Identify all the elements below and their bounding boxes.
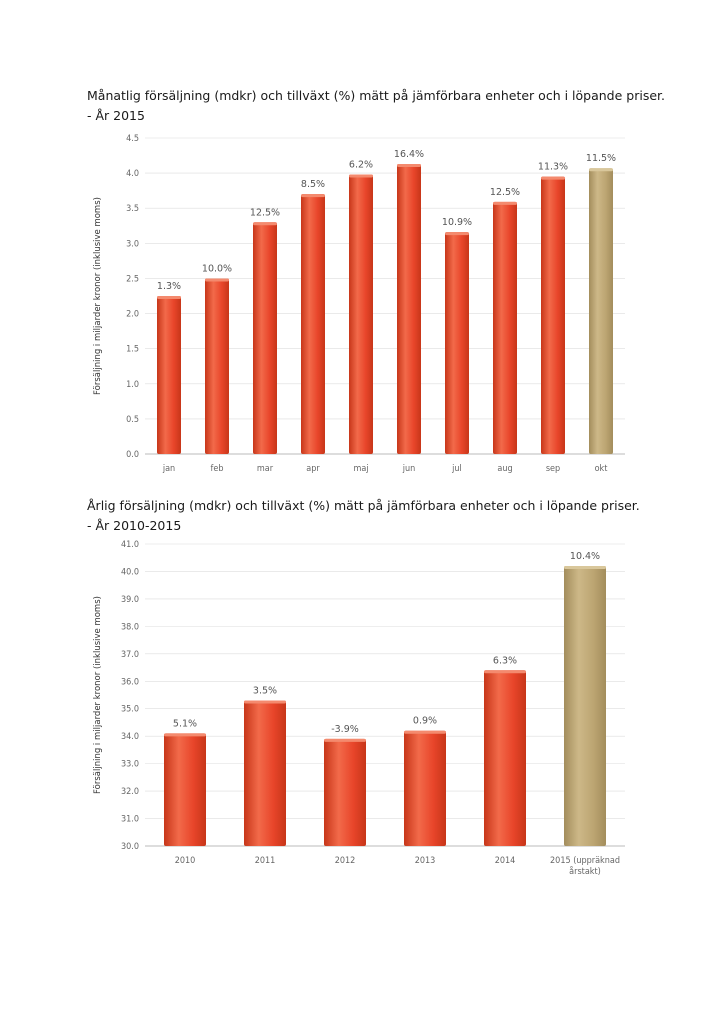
bar bbox=[349, 174, 373, 454]
x-tick-label: 2014 bbox=[495, 856, 516, 866]
y-tick-label: 31.0 bbox=[121, 815, 139, 825]
bar bbox=[445, 232, 469, 454]
x-tick-label: jan bbox=[162, 464, 175, 474]
data-label: 10.0% bbox=[202, 263, 232, 274]
bar bbox=[253, 222, 277, 454]
data-label: 5.1% bbox=[173, 718, 197, 729]
bar-cap bbox=[541, 176, 565, 180]
data-label: 6.2% bbox=[349, 160, 373, 171]
y-tick-label: 30.0 bbox=[121, 842, 139, 852]
x-tick-label: apr bbox=[306, 464, 320, 474]
y-tick-label: 0.0 bbox=[126, 450, 139, 460]
data-label: 1.3% bbox=[157, 281, 181, 292]
bar bbox=[404, 730, 446, 846]
y-tick-label: 40.0 bbox=[121, 567, 139, 577]
bar-cap bbox=[493, 201, 517, 205]
bar-cap bbox=[205, 278, 229, 282]
monthly-chart-subtitle: - År 2015 bbox=[87, 108, 145, 123]
x-tick-label: aug bbox=[497, 464, 512, 474]
x-tick-label: feb bbox=[211, 464, 224, 474]
bar-cap bbox=[445, 232, 469, 236]
data-label: 12.5% bbox=[250, 207, 280, 218]
x-tick-label: mar bbox=[257, 464, 274, 474]
y-tick-label: 0.5 bbox=[126, 415, 139, 425]
x-tick-label: jul bbox=[451, 464, 462, 474]
bar bbox=[205, 278, 229, 454]
y-tick-label: 3.5 bbox=[126, 204, 139, 214]
y-tick-label: 37.0 bbox=[121, 650, 139, 660]
y-axis-title: Försäljning i miljarder kronor (inklusiv… bbox=[93, 596, 103, 794]
bar-cap bbox=[589, 168, 613, 172]
bar-cap bbox=[253, 222, 277, 226]
bar-cap bbox=[324, 738, 366, 742]
y-tick-label: 3.0 bbox=[126, 239, 139, 249]
bar-cap bbox=[564, 565, 606, 569]
bar-highlight bbox=[589, 168, 613, 454]
data-label: 11.3% bbox=[538, 162, 568, 173]
y-axis-title: Försäljning i miljarder kronor (inklusiv… bbox=[93, 197, 103, 395]
bar bbox=[541, 176, 565, 454]
y-tick-label: 1.5 bbox=[126, 345, 139, 355]
bar bbox=[244, 700, 286, 846]
y-tick-label: 34.0 bbox=[121, 732, 139, 742]
bar-cap bbox=[349, 174, 373, 178]
y-tick-label: 38.0 bbox=[121, 622, 139, 632]
y-tick-label: 4.0 bbox=[126, 169, 139, 179]
bar-cap bbox=[157, 296, 181, 299]
data-label: -3.9% bbox=[331, 724, 359, 735]
bar bbox=[493, 201, 517, 454]
bar-highlight bbox=[564, 565, 606, 846]
x-tick-label: jun bbox=[402, 464, 416, 474]
data-label: 11.5% bbox=[586, 153, 616, 164]
bar-cap bbox=[244, 700, 286, 704]
data-label: 0.9% bbox=[413, 716, 437, 727]
bar-cap bbox=[484, 670, 526, 674]
y-tick-label: 1.0 bbox=[126, 380, 139, 390]
bar bbox=[301, 194, 325, 454]
bar-cap bbox=[301, 194, 325, 198]
bar-cap bbox=[397, 163, 421, 167]
x-tick-label: 2015 (uppräknad årstakt) bbox=[550, 856, 620, 877]
data-label: 10.9% bbox=[442, 217, 472, 228]
y-tick-label: 36.0 bbox=[121, 677, 139, 687]
x-tick-label: okt bbox=[595, 464, 608, 474]
x-tick-label: maj bbox=[353, 464, 368, 474]
yearly-chart-subtitle: - År 2010-2015 bbox=[87, 518, 182, 533]
monthly-chart-title: Månatlig försäljning (mdkr) och tillväxt… bbox=[87, 88, 665, 103]
bar-cap bbox=[164, 733, 206, 737]
y-tick-label: 33.0 bbox=[121, 760, 139, 770]
x-tick-label: 2013 bbox=[415, 856, 436, 866]
data-label: 12.5% bbox=[490, 187, 520, 198]
bar bbox=[157, 296, 181, 454]
data-label: 6.3% bbox=[493, 655, 517, 666]
y-tick-label: 2.5 bbox=[126, 274, 139, 284]
y-tick-label: 39.0 bbox=[121, 595, 139, 605]
data-label: 3.5% bbox=[253, 685, 277, 696]
bar bbox=[484, 670, 526, 846]
y-tick-label: 2.0 bbox=[126, 310, 139, 320]
data-label: 8.5% bbox=[301, 179, 325, 190]
x-tick-label: 2011 bbox=[255, 856, 276, 866]
monthly-bar-chart: 0.0 0.5 1.0 1.5 2.0 2.5 3.0 3.5 4.0 4.5 Försäljnin… bbox=[93, 134, 625, 474]
bar bbox=[397, 163, 421, 454]
bar-cap bbox=[404, 730, 446, 734]
bar bbox=[324, 738, 366, 846]
x-tick-label: 2012 bbox=[335, 856, 356, 866]
y-tick-label: 35.0 bbox=[121, 705, 139, 715]
data-label: 16.4% bbox=[394, 149, 424, 160]
y-tick-label: 41.0 bbox=[121, 540, 139, 550]
y-tick-label: 4.5 bbox=[126, 134, 139, 144]
x-tick-label: 2010 bbox=[175, 856, 196, 866]
x-tick-label: sep bbox=[546, 464, 560, 474]
data-label: 10.4% bbox=[570, 551, 600, 562]
y-tick-label: 32.0 bbox=[121, 787, 139, 797]
yearly-chart-title: Årlig försäljning (mdkr) och tillväxt (%… bbox=[87, 498, 640, 513]
bar bbox=[164, 733, 206, 846]
yearly-bar-chart: 30.0 31.0 32.0 33.0 34.0 35.0 36.0 37.0 38.0 39.0… bbox=[93, 540, 625, 877]
